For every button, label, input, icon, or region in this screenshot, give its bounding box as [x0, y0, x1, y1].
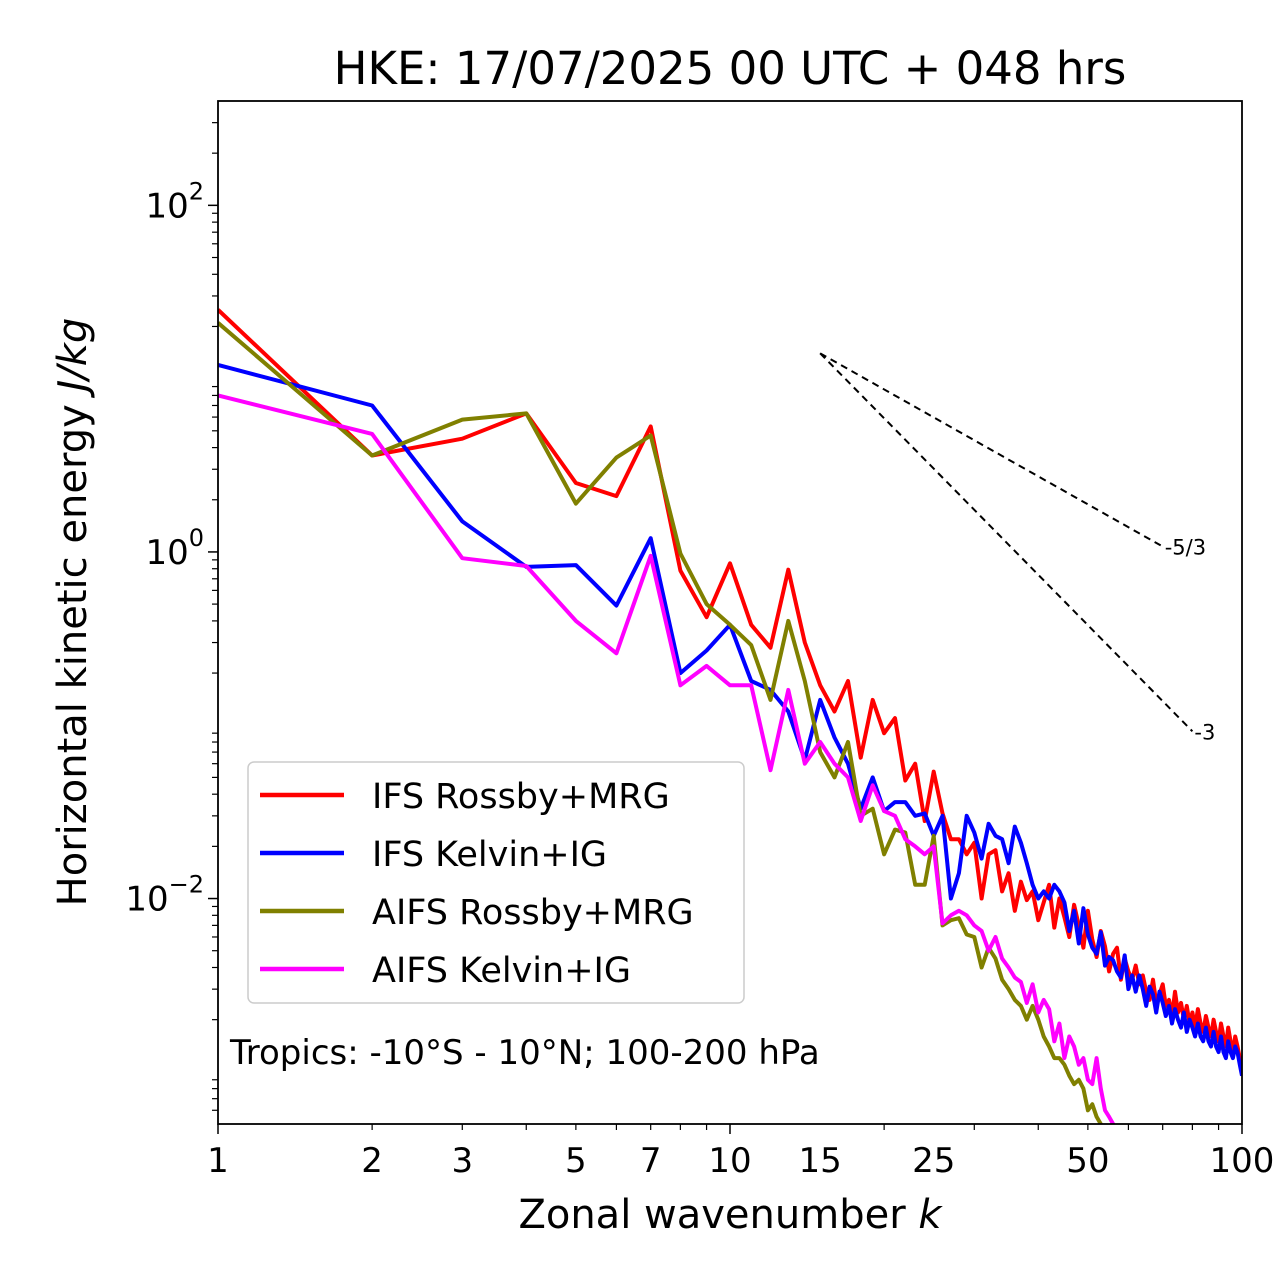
x-tick-label: 50 [1066, 1141, 1109, 1181]
major-ticks [208, 204, 1243, 1134]
series-layer [218, 308, 1242, 1124]
series-line-aifs-rossby-mrg [218, 321, 1104, 1124]
x-tick-label: 2 [361, 1141, 383, 1181]
x-tick-label: 25 [912, 1141, 955, 1181]
legend-entry-label: IFS Kelvin+IG [372, 835, 607, 875]
x-tick-label: 3 [451, 1141, 473, 1181]
chart-title: HKE: 17/07/2025 00 UTC + 048 hrs [334, 42, 1127, 95]
x-tick-label: 10 [708, 1141, 751, 1181]
series-line-ifs-rossby-mrg [218, 308, 1242, 1066]
legend-entry-label: AIFS Kelvin+IG [372, 951, 631, 991]
y-tick-label: 100 [145, 524, 204, 573]
legend-entry-label: AIFS Rossby+MRG [372, 893, 694, 933]
legend-box [247, 761, 745, 1004]
reference-slope-label: -5/3 [1165, 536, 1206, 560]
y-tick-labels: 10−2 100 102 [125, 177, 204, 919]
y-tick-label: 10−2 [125, 871, 204, 920]
minor-ticks [212, 122, 1220, 1130]
x-tick-label: 15 [799, 1141, 842, 1181]
region-annotation: Tropics: -10°S - 10°N; 100-200 hPa [229, 1033, 820, 1073]
x-tick-labels: 1 2 3 5 7 10 15 25 50 100 [207, 1141, 1274, 1181]
x-tick-label: 1 [207, 1141, 229, 1181]
series-line-aifs-kelvin-ig [218, 393, 1116, 1124]
x-tick-label: 5 [565, 1141, 587, 1181]
y-tick-label: 102 [145, 177, 204, 226]
reference-slope-line [819, 352, 1194, 732]
x-tick-label: 100 [1210, 1141, 1275, 1181]
y-axis-label: Horizontal kinetic energy J/kg [50, 318, 96, 907]
x-tick-label: 7 [640, 1141, 662, 1181]
reference-slopes: -5/3 -3 [819, 352, 1215, 744]
plot-frame [217, 100, 1243, 1125]
legend: IFS Rossby+MRG IFS Kelvin+IG AIFS Rossby+M… [247, 761, 745, 1004]
legend-entry-label: IFS Rossby+MRG [372, 777, 670, 817]
reference-slope-label: -3 [1194, 720, 1215, 744]
reference-slope-line [819, 352, 1164, 548]
x-axis-label: Zonal wavenumber k [518, 1192, 943, 1238]
